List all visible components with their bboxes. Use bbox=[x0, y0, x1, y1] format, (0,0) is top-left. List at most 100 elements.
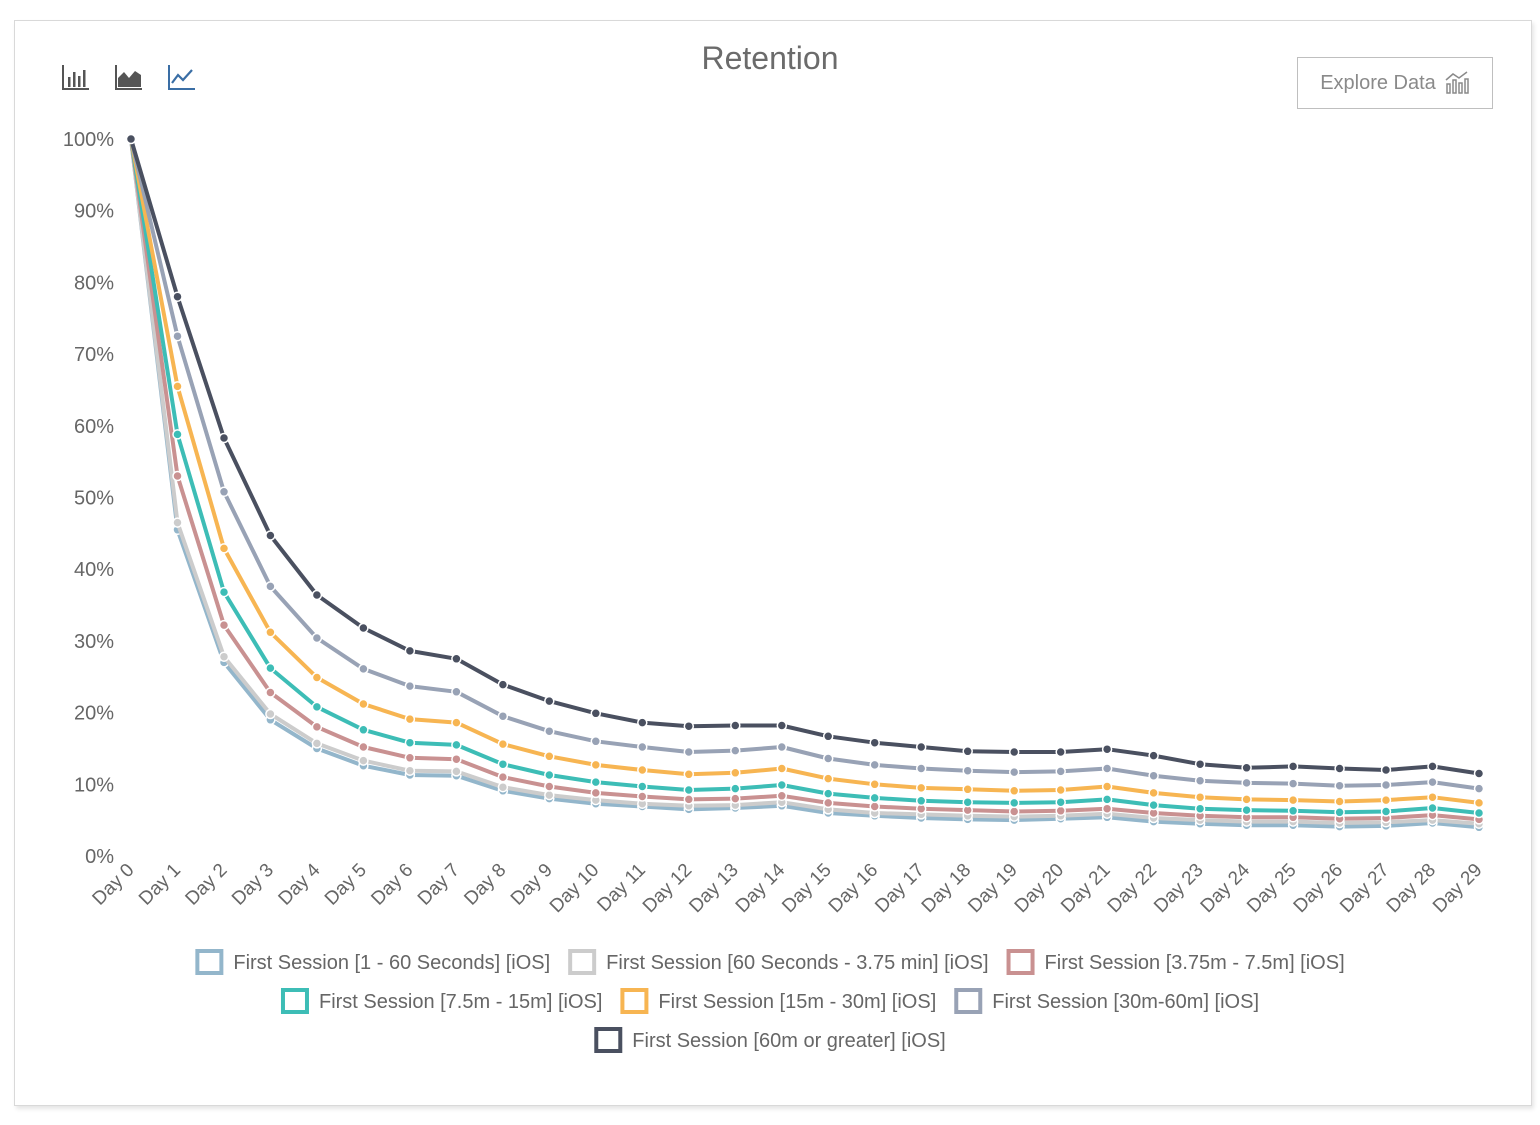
data-point bbox=[544, 769, 555, 781]
data-point bbox=[869, 779, 880, 790]
data-point bbox=[1055, 766, 1066, 777]
series-line bbox=[129, 137, 1481, 822]
chart-title: Retention bbox=[701, 40, 839, 76]
legend-swatch bbox=[1006, 949, 1035, 975]
data-point bbox=[265, 530, 276, 541]
data-point bbox=[404, 713, 416, 725]
data-point bbox=[218, 619, 230, 631]
legend-label: First Session [15m - 30m] [iOS] bbox=[658, 991, 936, 1013]
x-tick-label: Day 29 bbox=[1429, 860, 1486, 917]
data-point bbox=[683, 746, 695, 758]
data-point bbox=[822, 731, 834, 742]
series-5 bbox=[125, 133, 1485, 809]
data-point bbox=[1380, 806, 1392, 817]
x-tick-label: Day 14 bbox=[732, 859, 790, 917]
data-point bbox=[451, 686, 462, 698]
data-point bbox=[404, 680, 416, 692]
data-point bbox=[358, 622, 369, 634]
data-point bbox=[1380, 764, 1392, 776]
data-point bbox=[265, 662, 276, 674]
data-point bbox=[358, 741, 369, 753]
data-point bbox=[1101, 803, 1113, 814]
x-tick-label: Day 8 bbox=[460, 860, 510, 910]
data-point bbox=[776, 741, 788, 753]
data-point bbox=[1008, 785, 1020, 797]
data-point bbox=[1008, 806, 1020, 817]
data-point bbox=[1427, 791, 1438, 803]
data-point bbox=[683, 784, 695, 796]
data-point bbox=[776, 790, 788, 802]
series-line bbox=[129, 137, 1481, 791]
data-point bbox=[311, 721, 323, 733]
x-tick-label: Day 12 bbox=[639, 860, 696, 917]
legend-label: First Session [60 Seconds - 3.75 min] [i… bbox=[606, 952, 988, 974]
y-tick-label: 60% bbox=[74, 416, 114, 438]
legend-item[interactable]: First Session [3.75m - 7.5m] [iOS] bbox=[1006, 949, 1345, 975]
chart-analytics-icon bbox=[1445, 71, 1469, 94]
x-tick-label: Day 1 bbox=[135, 860, 185, 910]
data-point bbox=[1334, 780, 1345, 791]
data-point bbox=[590, 736, 602, 747]
data-point bbox=[172, 381, 183, 392]
chart-card bbox=[14, 20, 1532, 1106]
series-2 bbox=[125, 133, 1485, 829]
data-point bbox=[358, 755, 369, 766]
data-point bbox=[776, 779, 788, 791]
legend-label: First Session [1 - 60 Seconds] [iOS] bbox=[233, 952, 550, 974]
legend-item[interactable]: First Session [15m - 30m] [iOS] bbox=[620, 988, 936, 1014]
legend-item[interactable]: First Session [30m-60m] [iOS] bbox=[954, 988, 1259, 1014]
y-tick-label: 70% bbox=[74, 344, 114, 366]
x-tick-label: Day 25 bbox=[1243, 860, 1300, 917]
series-3 bbox=[125, 133, 1485, 825]
legend-item[interactable]: First Session [60m or greater] [iOS] bbox=[594, 1027, 946, 1053]
data-point bbox=[869, 737, 880, 748]
legend: First Session [1 - 60 Seconds] [iOS] Firs… bbox=[195, 949, 1345, 1053]
data-point bbox=[218, 543, 230, 554]
legend-item[interactable]: First Session [7.5m - 15m] [iOS] bbox=[280, 988, 602, 1014]
legend-item[interactable]: First Session [1 - 60 Seconds] [iOS] bbox=[195, 949, 550, 975]
data-point bbox=[265, 627, 276, 638]
legend-label: First Session [7.5m - 15m] [iOS] bbox=[319, 991, 602, 1013]
data-point bbox=[1101, 743, 1113, 755]
data-point bbox=[869, 792, 880, 804]
data-point bbox=[637, 791, 648, 802]
data-point bbox=[451, 717, 462, 728]
data-point bbox=[730, 793, 741, 804]
data-point bbox=[1008, 746, 1020, 758]
explore-data-button[interactable]: Explore Data bbox=[1297, 57, 1493, 109]
data-point bbox=[172, 291, 183, 302]
data-point bbox=[1148, 799, 1159, 811]
data-point bbox=[1241, 762, 1252, 774]
data-point bbox=[1380, 779, 1392, 791]
data-point bbox=[683, 794, 695, 805]
x-tick-label: Day 23 bbox=[1150, 860, 1207, 917]
data-point bbox=[172, 330, 183, 342]
data-point bbox=[822, 797, 834, 809]
data-point bbox=[637, 764, 648, 776]
data-point bbox=[544, 789, 555, 801]
data-point bbox=[218, 651, 230, 662]
data-point bbox=[1427, 761, 1438, 772]
data-point bbox=[451, 653, 462, 665]
data-point bbox=[1055, 805, 1066, 817]
data-point bbox=[962, 765, 973, 776]
line-chart-icon[interactable] bbox=[167, 62, 197, 92]
x-tick-label: Day 3 bbox=[228, 860, 278, 910]
data-point bbox=[1473, 797, 1485, 809]
x-tick-label: Day 5 bbox=[321, 860, 371, 910]
data-point bbox=[497, 771, 509, 783]
bar-chart-icon[interactable] bbox=[61, 62, 91, 92]
data-point bbox=[497, 758, 509, 770]
area-chart-icon[interactable] bbox=[114, 62, 144, 92]
data-point bbox=[172, 470, 183, 482]
data-point bbox=[822, 753, 834, 764]
legend-item[interactable]: First Session [60 Seconds - 3.75 min] [i… bbox=[568, 949, 989, 975]
data-point bbox=[1194, 803, 1206, 814]
legend-label: First Session [60m or greater] [iOS] bbox=[632, 1030, 945, 1052]
data-point bbox=[451, 739, 462, 751]
legend-swatch bbox=[620, 988, 649, 1014]
data-point bbox=[1008, 797, 1020, 809]
data-point bbox=[1055, 796, 1066, 808]
legend-label: First Session [30m-60m] [iOS] bbox=[992, 991, 1259, 1013]
